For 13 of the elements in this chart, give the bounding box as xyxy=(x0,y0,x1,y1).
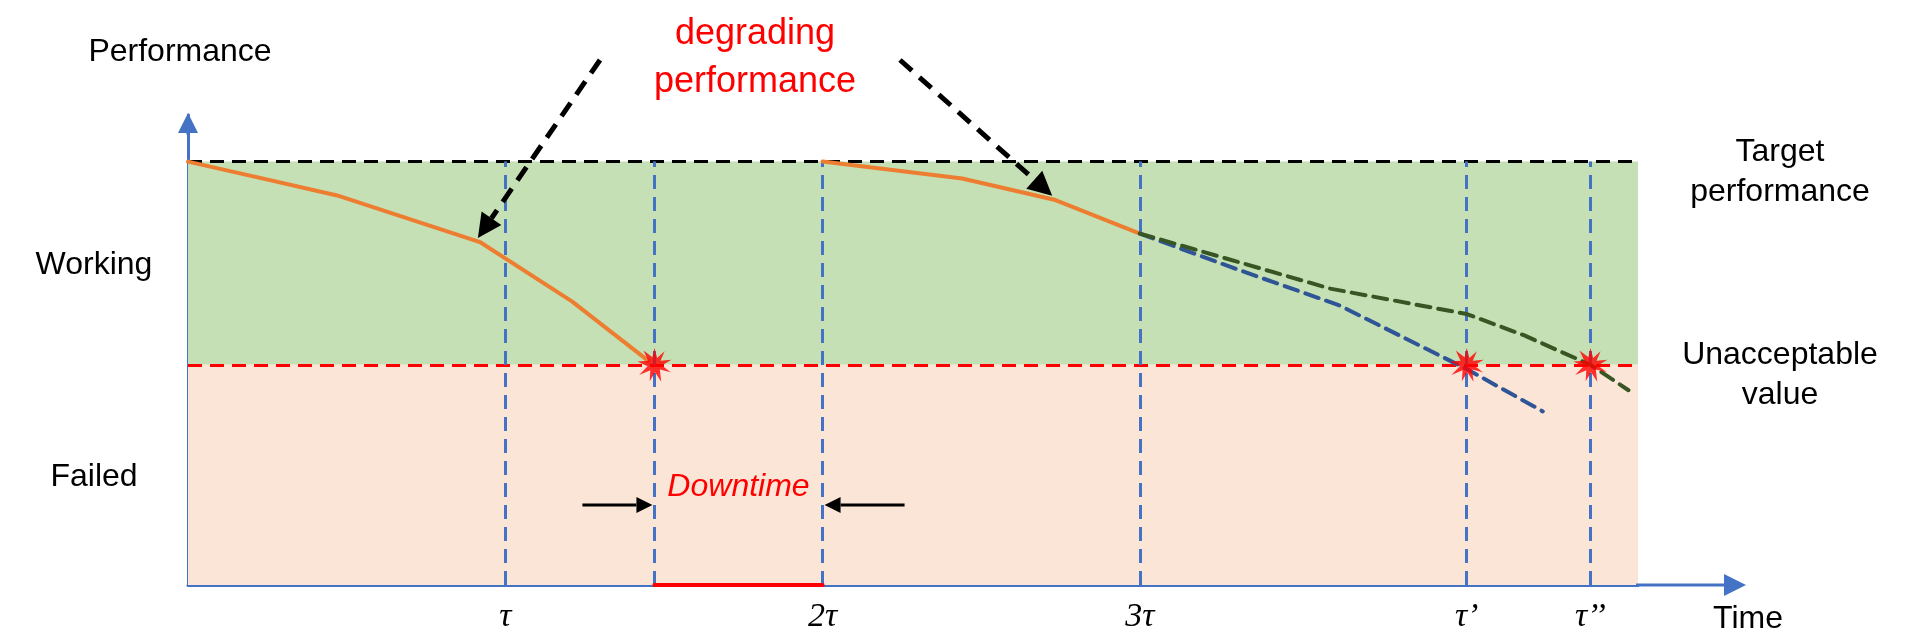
x-axis-title: Time xyxy=(1713,599,1783,635)
text: degrading performance xyxy=(653,10,857,100)
x-tick-label: τ’ xyxy=(1454,595,1479,633)
ref-line-label: Unacceptable value xyxy=(1682,334,1878,411)
annotation: Downtime xyxy=(667,467,810,503)
band-label: Working xyxy=(35,245,153,282)
x-tick-label: τ’’ xyxy=(1574,595,1606,633)
band-label: Failed xyxy=(50,456,138,493)
x-tick-label: 3τ xyxy=(1124,595,1157,633)
x-tick-label: 2τ xyxy=(807,595,839,633)
ref-line-label: Target performance xyxy=(1690,131,1870,208)
x-tick-label: τ xyxy=(499,595,514,633)
y-axis-title: Performance xyxy=(88,32,272,68)
